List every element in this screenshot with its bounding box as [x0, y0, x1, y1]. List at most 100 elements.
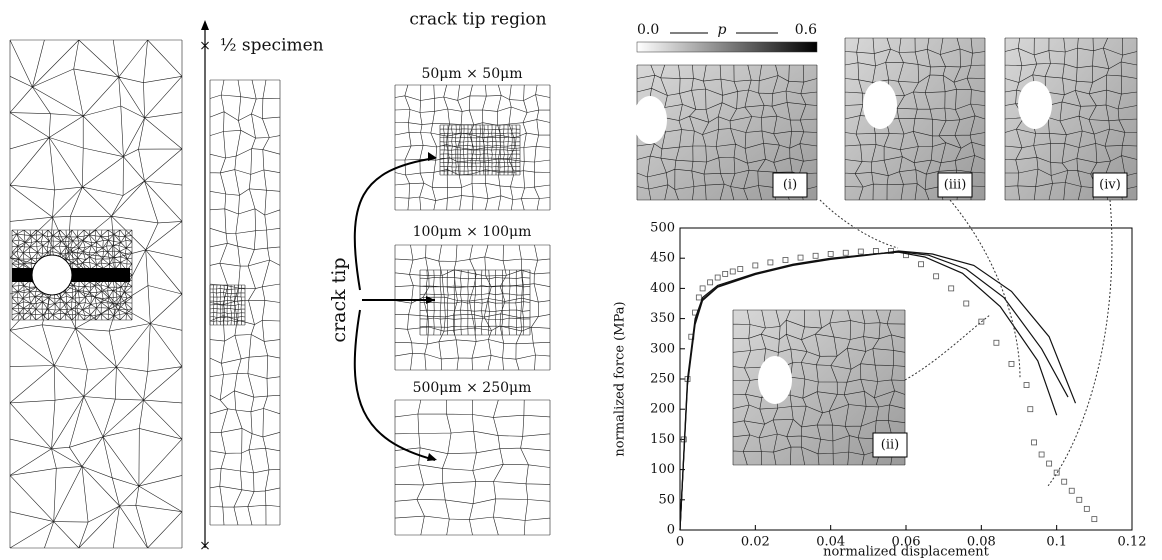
hole: [31, 254, 73, 296]
colorbar-min: 0.0: [637, 22, 659, 38]
cross: ×: [199, 38, 211, 54]
data-point: [1046, 460, 1053, 467]
void: [1018, 81, 1052, 129]
annotation-arrow: [819, 199, 899, 249]
x-axis-label: normalized displacement: [823, 545, 990, 560]
data-point: [1023, 382, 1030, 388]
crack-tip-label: crack tip: [328, 257, 350, 342]
mesh: [394, 244, 551, 371]
mesh: [439, 124, 521, 176]
mesh-panels: [9, 39, 551, 549]
annotation-arrow: [949, 199, 1021, 379]
region-size: 500μm × 250μm: [413, 380, 532, 396]
data-point: [1027, 406, 1034, 413]
y-tick-label: 500: [650, 221, 675, 236]
mesh: [844, 37, 986, 201]
y-tick-label: 0: [667, 523, 675, 538]
data-point: [827, 251, 834, 257]
mesh: [209, 284, 246, 326]
mesh: [394, 399, 551, 536]
mesh: [1004, 37, 1138, 201]
annotation-arrow: [904, 314, 991, 381]
data-point: [737, 266, 744, 272]
data-point: [1083, 505, 1090, 512]
inset-label-box: [1092, 172, 1128, 198]
data-point: [752, 262, 759, 269]
colorbar: [636, 41, 818, 53]
region-size: 100μm × 100μm: [413, 224, 532, 240]
inset-label: (i): [783, 178, 797, 193]
x-tick-label: 0.04: [816, 535, 845, 550]
data-point: [1053, 469, 1060, 476]
data-point: [812, 252, 819, 259]
y-tick-label: 450: [650, 251, 675, 266]
arrow: [353, 309, 436, 461]
inset-label: (iv): [1099, 178, 1121, 193]
y-tick-label: 350: [650, 311, 675, 326]
insets: (i) (iii) (iv) (ii): [633, 37, 1138, 487]
y-tick-label: 50: [658, 492, 675, 507]
inset-label-box: [772, 172, 808, 198]
data-point: [1076, 496, 1083, 503]
void: [758, 356, 792, 404]
void: [633, 96, 667, 144]
region-title: crack tip region: [409, 10, 546, 30]
mesh: [209, 79, 281, 526]
x-tick-label: 0.08: [967, 535, 996, 550]
data-point: [918, 261, 924, 268]
arrow: [353, 157, 436, 291]
data-point: [933, 273, 940, 280]
data-point: [842, 249, 849, 256]
data-point: [963, 300, 970, 307]
x-tick-label: 0.1: [1046, 535, 1067, 550]
x-tick-label: 0.06: [892, 535, 921, 550]
data-point: [695, 294, 702, 301]
data-point: [857, 248, 864, 255]
data-point: [729, 268, 736, 275]
y-tick-label: 150: [650, 432, 675, 447]
mesh: [394, 84, 551, 211]
data-point: [797, 254, 804, 261]
data-point: [699, 285, 706, 292]
data-point: [872, 248, 879, 254]
data-point: [1038, 451, 1045, 458]
region-size: 50μm × 50μm: [421, 66, 522, 82]
cross: ×: [199, 538, 211, 554]
data-point: [680, 436, 687, 443]
annotation-arrow: [1047, 199, 1113, 487]
specimen-label: ½ specimen: [220, 36, 324, 56]
data-point: [1031, 439, 1037, 446]
x-tick-label: 0: [676, 535, 684, 550]
x-tick-label: 0.12: [1118, 535, 1147, 550]
data-point: [1091, 516, 1098, 523]
y-tick-label: 400: [650, 281, 675, 296]
y-tick-label: 250: [650, 372, 675, 387]
inset-label-box: [872, 432, 908, 458]
inset-label-box: [937, 172, 973, 198]
data-point: [767, 259, 774, 266]
chart: 0 0.02 0.04 0.06 0.08 0.1 0.12 0 50 100 150 200 250 3…: [613, 221, 1147, 560]
x-tick-label: 0.02: [741, 535, 770, 550]
mesh: [419, 269, 531, 336]
y-tick-label: 200: [650, 402, 675, 417]
void: [863, 81, 897, 129]
inset-label: (iii): [944, 178, 967, 193]
mesh: [636, 64, 818, 201]
data-line: [679, 250, 1077, 531]
y-axis-label: normalized force (MPa): [613, 301, 628, 456]
data-point: [1008, 360, 1015, 367]
mesh: [732, 309, 906, 466]
colorbar-symbol: p: [718, 22, 727, 38]
data-point: [888, 248, 894, 254]
y-tick-label: 100: [650, 462, 675, 477]
data-point: [782, 257, 789, 263]
y-tick-label: 300: [650, 341, 675, 356]
arrow-head: [201, 20, 209, 30]
data-point: [1061, 478, 1068, 485]
inset-label: (ii): [881, 438, 899, 453]
data-point: [722, 271, 729, 277]
data-point: [1068, 487, 1075, 494]
colorbar-max: 0.6: [795, 22, 817, 38]
data-point: [707, 279, 714, 286]
